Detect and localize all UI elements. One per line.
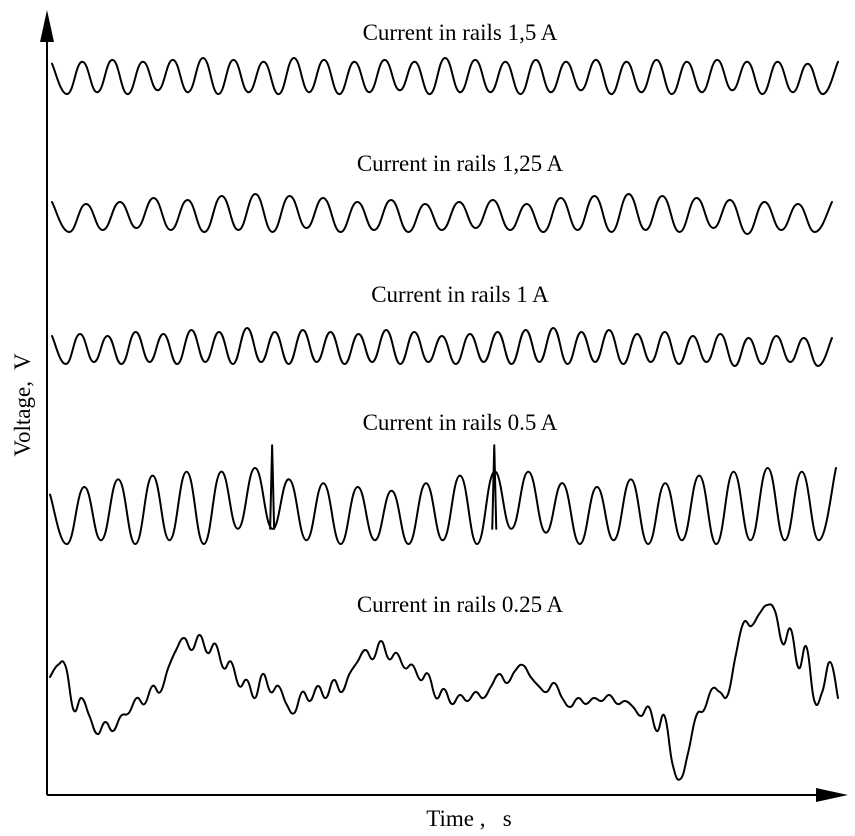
series-title-5: Current in rails 0.25 A bbox=[357, 592, 564, 617]
series-title-2: Current in rails 1,25 A bbox=[357, 151, 564, 176]
series-trace-5 bbox=[49, 603, 839, 781]
series-trace-4 bbox=[49, 467, 837, 546]
series-trace-3 bbox=[51, 327, 833, 367]
series-trace-2 bbox=[51, 193, 833, 235]
series-spike-4-2 bbox=[491, 444, 498, 530]
series-trace-1 bbox=[51, 57, 839, 96]
x-axis-arrow bbox=[816, 788, 848, 802]
series-layer: Current in rails 1,5 A Current in rails 1… bbox=[49, 20, 839, 781]
series-title-1: Current in rails 1,5 A bbox=[363, 20, 558, 45]
y-axis-label: Voltage, V bbox=[10, 353, 35, 457]
y-axis-arrow bbox=[40, 10, 54, 42]
x-axis-label: Time , s bbox=[426, 806, 511, 831]
series-title-4: Current in rails 0.5 A bbox=[363, 410, 558, 435]
series-spike-4-1 bbox=[269, 444, 276, 530]
series-title-3: Current in rails 1 A bbox=[371, 282, 549, 307]
